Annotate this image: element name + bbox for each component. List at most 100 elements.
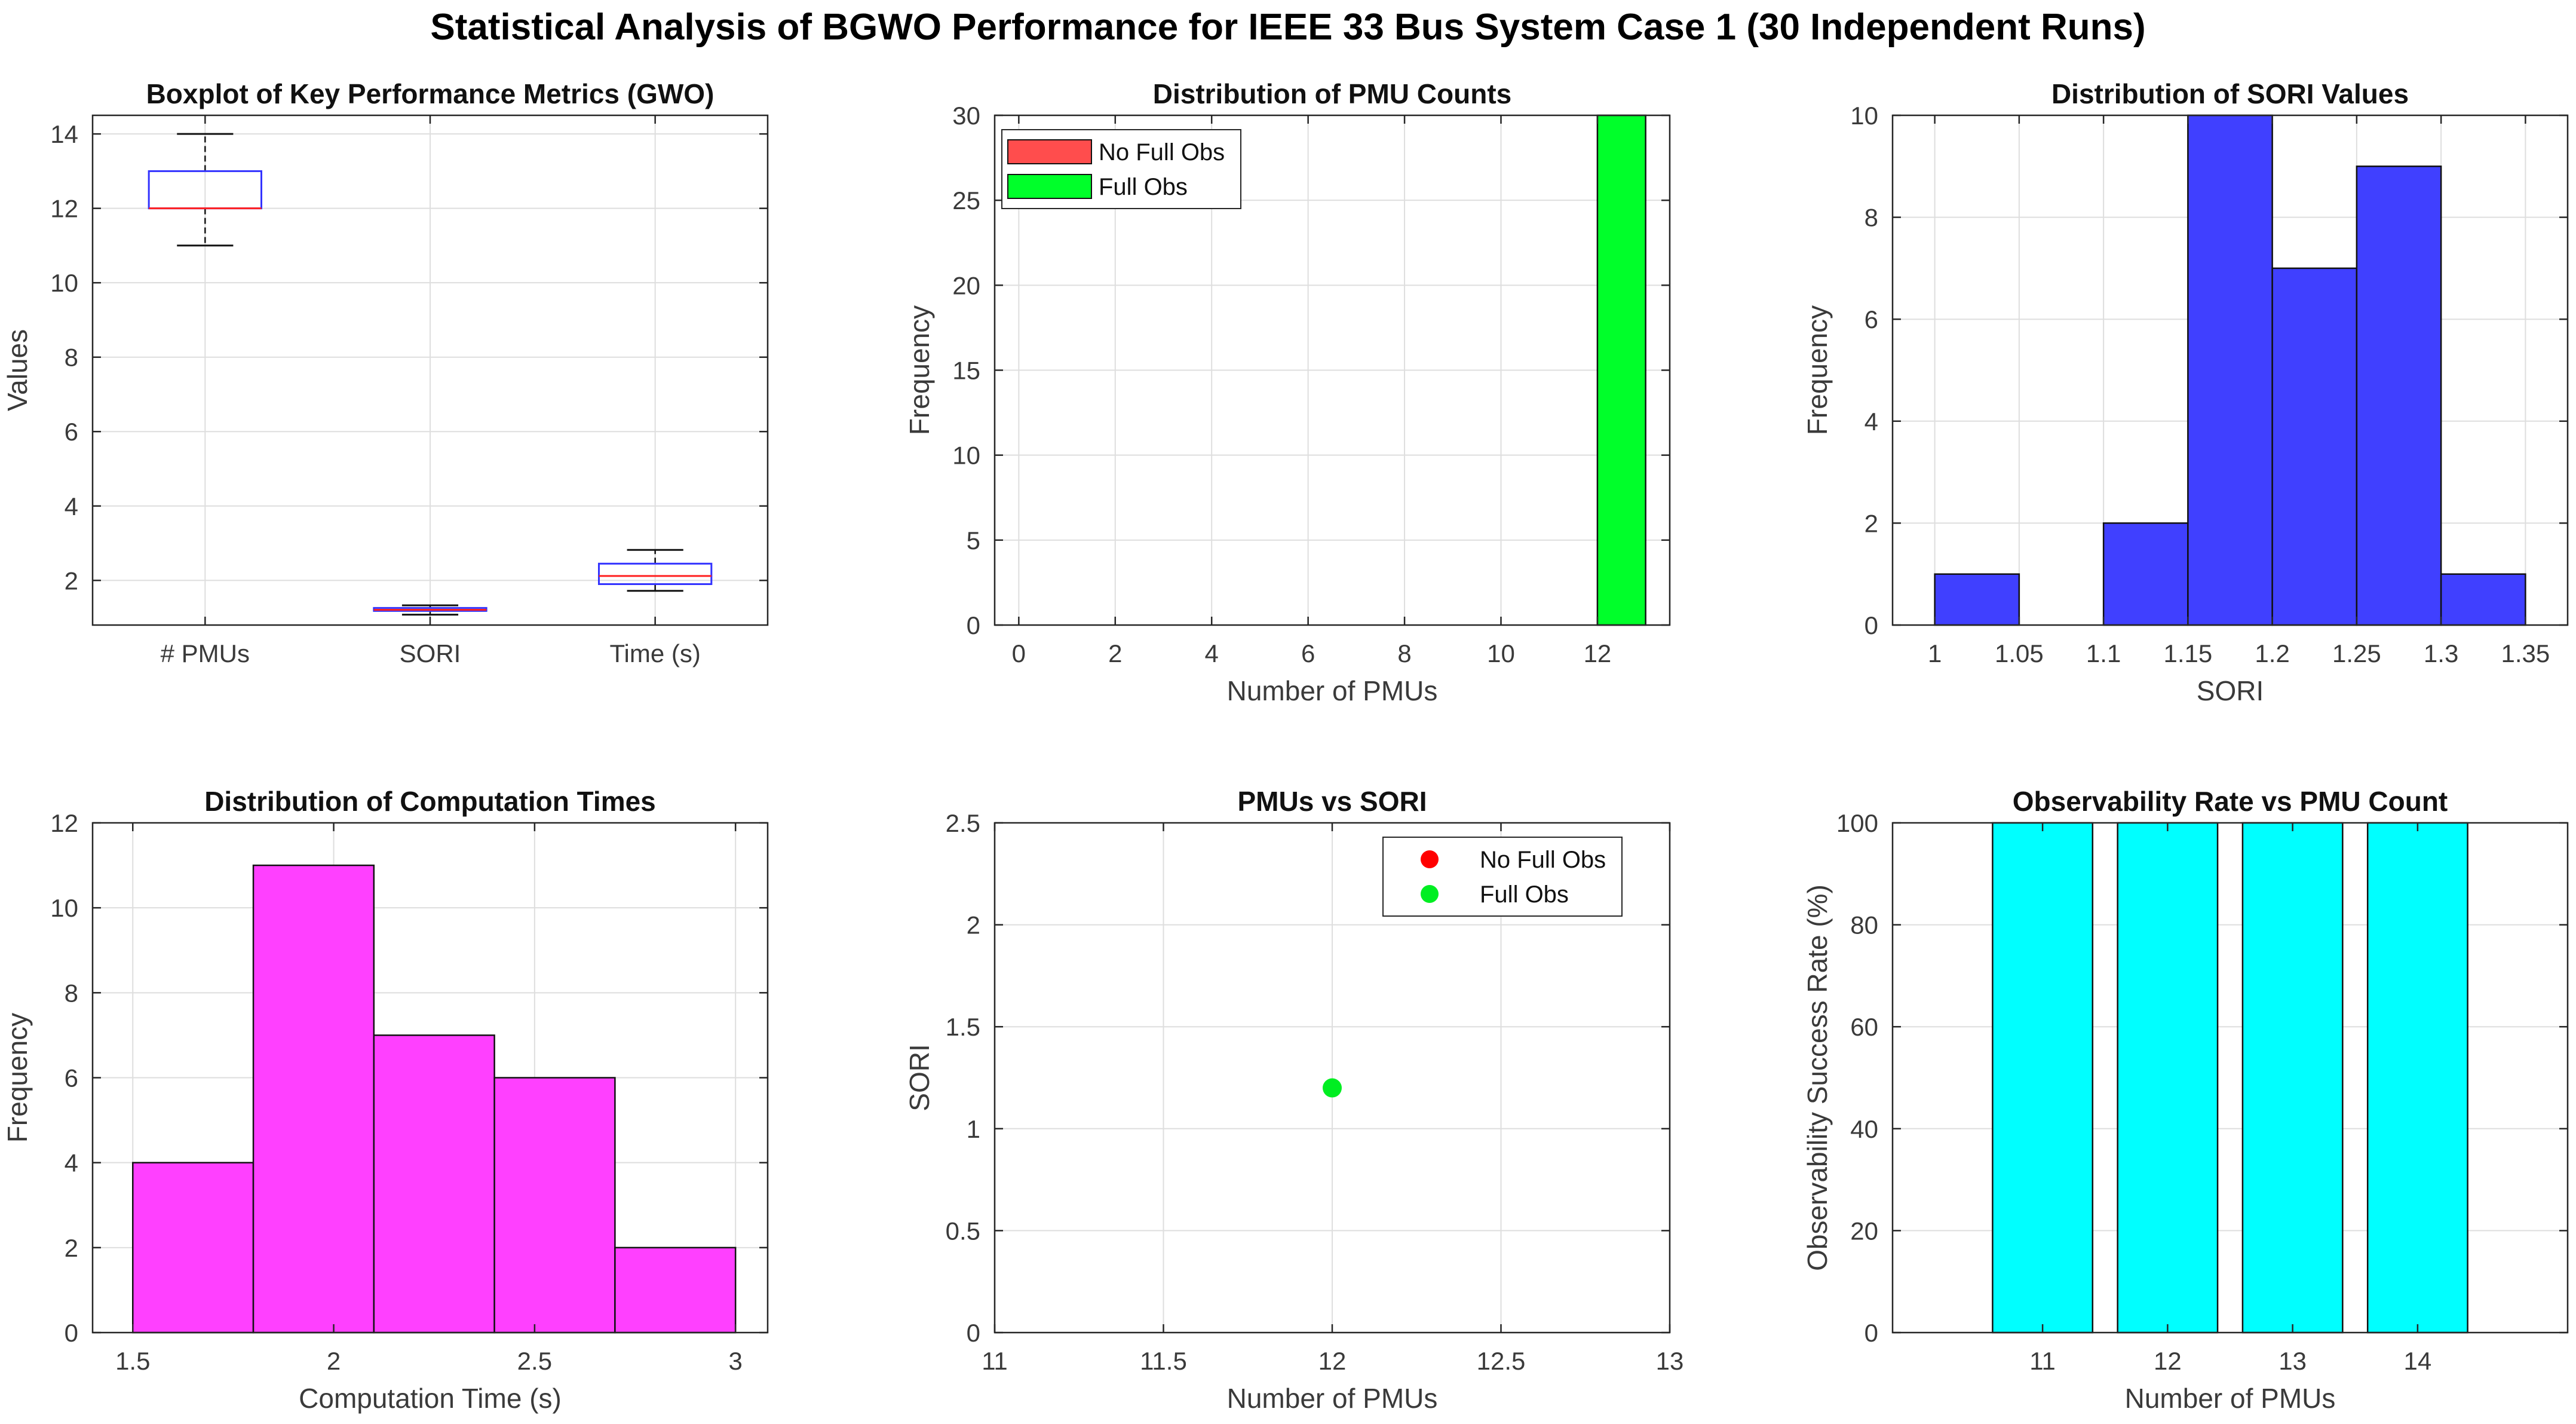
y-axis-label: Frequency (904, 305, 935, 435)
legend-marker (1421, 885, 1439, 903)
x-tick-label: 2 (327, 1347, 341, 1375)
x-tick-label: 10 (1487, 639, 1515, 667)
hist-bar (2440, 573, 2526, 626)
y-tick-label: 30 (952, 102, 980, 130)
x-tick-label: 1.1 (2086, 639, 2121, 667)
rate-bar-14 (2366, 822, 2468, 1334)
chart-obs_rate: 11 12 13 14 0 20 40 60 80 100 Observability Rate v… (1802, 786, 2569, 1414)
legend-label: Full Obs (1480, 881, 1569, 908)
y-tick-label: 20 (952, 271, 980, 299)
x-tick-label: 6 (1301, 639, 1315, 667)
y-tick-label: 6 (65, 418, 78, 446)
axes-title: Boxplot of Key Performance Metrics (GWO) (146, 78, 714, 109)
x-tick-label: 4 (1205, 639, 1219, 667)
x-axis-label: Number of PMUs (1227, 675, 1438, 706)
legend-label: No Full Obs (1099, 139, 1225, 166)
y-axis-label: Observability Success Rate (%) (1802, 884, 1833, 1271)
hist-bar (132, 1162, 254, 1334)
hist-bar-full-obs (1596, 114, 1646, 626)
y-tick-label: 0.5 (946, 1217, 980, 1245)
y-tick-label: 60 (1850, 1013, 1878, 1041)
y-tick-label: 0 (1864, 611, 1878, 639)
x-tick-label: 11 (2029, 1347, 2056, 1375)
box-2 (373, 604, 487, 616)
y-tick-label: 4 (65, 492, 78, 520)
y-axis-label: SORI (904, 1044, 935, 1111)
x-tick-label: # PMUs (161, 639, 250, 667)
y-tick-label: 2 (1864, 509, 1878, 537)
hist-bar (2187, 114, 2273, 626)
axes-title: Distribution of SORI Values (2051, 78, 2409, 109)
y-tick-label: 8 (1864, 204, 1878, 232)
x-tick-label: 1.2 (2255, 639, 2289, 667)
x-tick-label: 1.3 (2424, 639, 2458, 667)
x-tick-label: 1.05 (1995, 639, 2044, 667)
axes-title: Observability Rate vs PMU Count (2013, 786, 2448, 817)
x-tick-label: 12 (2154, 1347, 2182, 1375)
y-tick-label: 0 (65, 1319, 78, 1347)
x-axis-label: Computation Time (s) (299, 1383, 562, 1414)
x-tick-label: 8 (1397, 639, 1411, 667)
y-tick-label: 6 (65, 1064, 78, 1092)
x-axis-label: SORI (2197, 675, 2264, 706)
y-tick-label: 14 (50, 120, 78, 148)
legend-label: No Full Obs (1480, 847, 1606, 873)
box-1 (148, 133, 262, 247)
chart-boxplot: # PMUs SORI Time (s) 2 4 6 8 10 12 14 Boxplot of K… (2, 78, 769, 667)
y-tick-label: 0 (967, 1319, 980, 1347)
y-tick-label: 0 (967, 611, 980, 639)
y-tick-label: 80 (1850, 911, 1878, 939)
hist-bar (2102, 522, 2189, 626)
hist-bar (2356, 166, 2442, 626)
x-tick-label: 12.5 (1477, 1347, 1526, 1375)
x-tick-label: 1.35 (2501, 639, 2550, 667)
y-tick-label: 4 (1864, 408, 1878, 436)
hist-bar (493, 1077, 616, 1334)
x-tick-label: 1.15 (2164, 639, 2213, 667)
iqr-box (598, 562, 713, 586)
hist-bar (614, 1247, 737, 1334)
y-tick-label: 4 (65, 1149, 78, 1177)
y-tick-label: 10 (50, 894, 78, 922)
axes-title: Distribution of Computation Times (204, 786, 656, 817)
y-tick-label: 100 (1836, 809, 1878, 837)
y-tick-label: 6 (1864, 305, 1878, 333)
x-tick-label: 12 (1584, 639, 1612, 667)
chart-pmu_hist: 0 2 4 6 8 10 12 0 5 10 15 20 25 30 Distribution of PMU… (904, 78, 1671, 706)
x-axis-label: Number of PMUs (2125, 1383, 2336, 1414)
y-tick-label: 2 (65, 566, 78, 595)
x-tick-label: 14 (2404, 1347, 2432, 1375)
y-tick-label: 12 (50, 195, 78, 223)
y-tick-label: 20 (1850, 1217, 1878, 1245)
x-tick-label: 12 (1318, 1347, 1347, 1375)
legend-box (1382, 837, 1623, 917)
legend-swatch (1007, 139, 1092, 164)
legend-label: Full Obs (1099, 174, 1188, 200)
y-tick-label: 8 (65, 979, 78, 1007)
x-axis-label: Number of PMUs (1227, 1383, 1438, 1414)
y-tick-label: 40 (1850, 1115, 1878, 1143)
x-tick-label: 1.25 (2332, 639, 2381, 667)
x-tick-label: 3 (729, 1347, 743, 1375)
x-tick-label: 13 (2278, 1347, 2307, 1375)
chart-sori_hist: 1 1.05 1.1 1.15 1.2 1.25 1.3 1.35 0 2 4 6 8 10 Distrib… (1802, 78, 2569, 706)
rate-bar-13 (2241, 822, 2344, 1334)
y-tick-label: 12 (50, 809, 78, 837)
x-tick-label: 13 (1656, 1347, 1684, 1375)
y-tick-label: 2.5 (946, 809, 980, 837)
y-tick-label: 0 (1864, 1319, 1878, 1347)
scatter-point (1323, 1078, 1342, 1098)
y-tick-label: 2 (65, 1234, 78, 1262)
legend-marker (1421, 850, 1439, 868)
y-tick-label: 25 (952, 186, 980, 215)
box-3 (598, 549, 713, 592)
y-axis-label: Frequency (1802, 305, 1833, 435)
y-axis-label: Values (2, 329, 33, 411)
x-tick-label: 2.5 (517, 1347, 552, 1375)
legend-swatch (1007, 174, 1092, 199)
hist-bar (2271, 267, 2358, 626)
x-tick-label: 1 (1928, 639, 1942, 667)
axes-box (1891, 114, 2569, 626)
